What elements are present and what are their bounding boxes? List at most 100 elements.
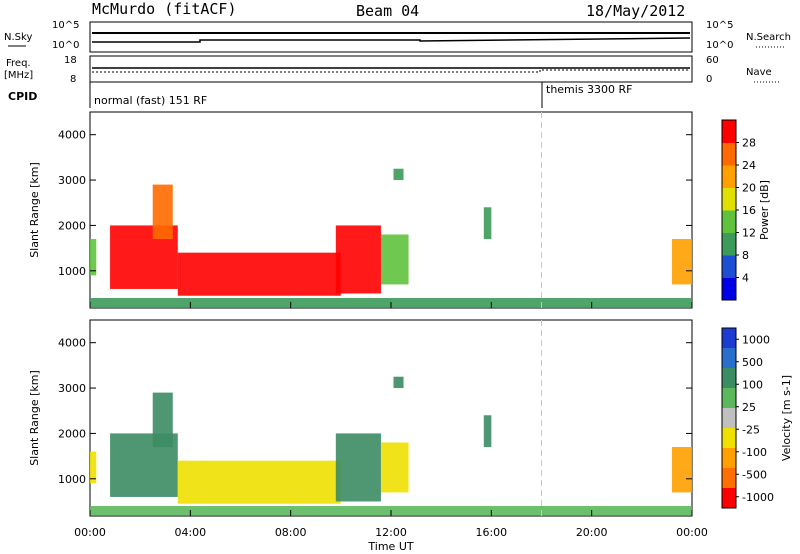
noise-left-tick-top: 10^5 [52, 20, 79, 31]
colorbar-tick-label: -1000 [742, 491, 774, 504]
power-colorbar: 4 8 12 16 20 24 28 [721, 119, 756, 301]
colorbar-segment [722, 165, 736, 188]
y-tick-label: 1000 [58, 473, 86, 486]
colorbar-segment [722, 255, 736, 278]
noise-panel: N.Sky 10^5 10^0 10^5 10^0 N.Search [4, 20, 791, 53]
colorbar-frame [721, 327, 737, 509]
x-tick-label: 00:00 [74, 526, 106, 539]
noise-right-label: N.Search [746, 32, 791, 43]
cpid-mode-themis: themis 3300 RF [546, 83, 633, 96]
noise-right-tick-bottom: 10^0 [706, 40, 733, 51]
colorbar-tick-label: 24 [742, 159, 756, 172]
y-tick-label: 3000 [58, 382, 86, 395]
power-colorbar-label: Power [dB] [758, 180, 771, 240]
colorbar-tick-label: 28 [742, 137, 756, 150]
power-panel: 1000 2000 3000 4000 Slant Range [km] 4 8 12 16… [28, 111, 771, 309]
y-tick-label: 2000 [58, 427, 86, 440]
y-tick-label: 2000 [58, 219, 86, 232]
x-axis: 00:00 04:00 08:00 12:00 16:00 20:00 00:00 [74, 302, 708, 539]
velocity-y-label: Slant Range [km] [28, 370, 41, 466]
freq-panel-frame [89, 55, 693, 83]
colorbar-tick-label: -500 [742, 468, 767, 481]
y-tick-label: 1000 [58, 265, 86, 278]
echo-region [152, 184, 173, 240]
freq-right-tick-top: 60 [706, 55, 719, 66]
echo-region [671, 447, 692, 493]
echo-region [483, 207, 492, 240]
echo-region [90, 239, 97, 276]
colorbar-segment [722, 232, 736, 256]
echo-region [335, 433, 381, 502]
colorbar-segment [722, 408, 736, 429]
colorbar-tick-label: 20 [742, 182, 756, 195]
echo-region [90, 451, 97, 484]
freq-left-label-2: [MHz] [4, 70, 33, 81]
echo-region [393, 168, 404, 181]
power-y-label: Slant Range [km] [28, 162, 41, 258]
x-tick-label: 16:00 [475, 526, 507, 539]
noise-right-tick-top: 10^5 [706, 20, 733, 31]
freq-right-label: Nave [746, 67, 772, 78]
velocity-colorbar: 1000 500 100 25 -25 -100 -500 -1000 [721, 327, 774, 509]
noise-left-label: N.Sky [4, 32, 32, 43]
beam-title: Beam 04 [356, 2, 419, 20]
colorbar-segment [722, 120, 736, 143]
colorbar-tick-label: 16 [742, 204, 756, 217]
y-tick-label: 4000 [58, 129, 86, 142]
echo-region [671, 239, 692, 285]
noise-search-trace [92, 37, 691, 43]
colorbar-segment [722, 468, 736, 489]
x-tick-label: 04:00 [174, 526, 206, 539]
colorbar-tick-label: 500 [742, 356, 763, 369]
colorbar-tick-label: 25 [742, 401, 756, 414]
noise-left-tick-bottom: 10^0 [52, 40, 79, 51]
echo-region [152, 392, 173, 448]
cpid-panel: CPID normal (fast) 151 RF themis 3300 RF [8, 82, 633, 108]
colorbar-segment [722, 428, 736, 449]
colorbar-tick-label: 8 [742, 249, 749, 262]
colorbar-tick-label: 1000 [742, 333, 770, 346]
freq-left-label-1: Freq. [6, 58, 31, 69]
cpid-label: CPID [8, 90, 37, 103]
echo-region [483, 415, 492, 448]
colorbar-tick-label: -25 [742, 423, 760, 436]
colorbar-segment [722, 368, 736, 389]
colorbar-segment [722, 488, 736, 509]
velocity-colorbar-label: Velocity [m s-1] [780, 375, 793, 461]
freq-panel: Freq. [MHz] 18 8 60 0 Nave [4, 55, 780, 85]
echo-region [380, 234, 409, 285]
velocity-y-axis: 1000 2000 3000 4000 [58, 337, 692, 486]
echo-region [335, 225, 381, 294]
cpid-mode-normal: normal (fast) 151 RF [94, 94, 207, 107]
x-tick-label: 08:00 [275, 526, 307, 539]
colorbar-tick-label: 100 [742, 378, 763, 391]
x-tick-label: 20:00 [576, 526, 608, 539]
colorbar-tick-label: -100 [742, 446, 767, 459]
colorbar-segment [722, 210, 736, 233]
colorbar-tick-label: 12 [742, 227, 756, 240]
colorbar-segment [722, 142, 736, 166]
echo-region [393, 376, 404, 389]
colorbar-segment [722, 448, 736, 469]
echo-region [380, 442, 409, 493]
echo-region [177, 460, 341, 504]
echo-region [177, 252, 341, 296]
velocity-panel: 1000 2000 3000 4000 Slant Range [km] 1000 50… [28, 319, 793, 517]
colorbar-tick-label: 4 [742, 272, 749, 285]
colorbar-segment [722, 277, 736, 301]
power-y-axis: 1000 2000 3000 4000 [58, 129, 692, 278]
noise-panel-frame [89, 21, 693, 53]
date-title: 18/May/2012 [586, 2, 685, 20]
station-title: McMurdo (fitACF) [92, 0, 237, 18]
y-tick-label: 4000 [58, 337, 86, 350]
colorbar-segment [722, 187, 736, 211]
colorbar-segment [722, 388, 736, 409]
x-tick-label: 00:00 [676, 526, 708, 539]
freq-right-tick-bottom: 0 [706, 74, 712, 85]
y-tick-label: 3000 [58, 174, 86, 187]
nave-trace [92, 69, 690, 73]
freq-left-tick-bottom: 8 [70, 74, 76, 85]
x-axis-label: Time UT [367, 540, 413, 553]
colorbar-segment [722, 328, 736, 349]
